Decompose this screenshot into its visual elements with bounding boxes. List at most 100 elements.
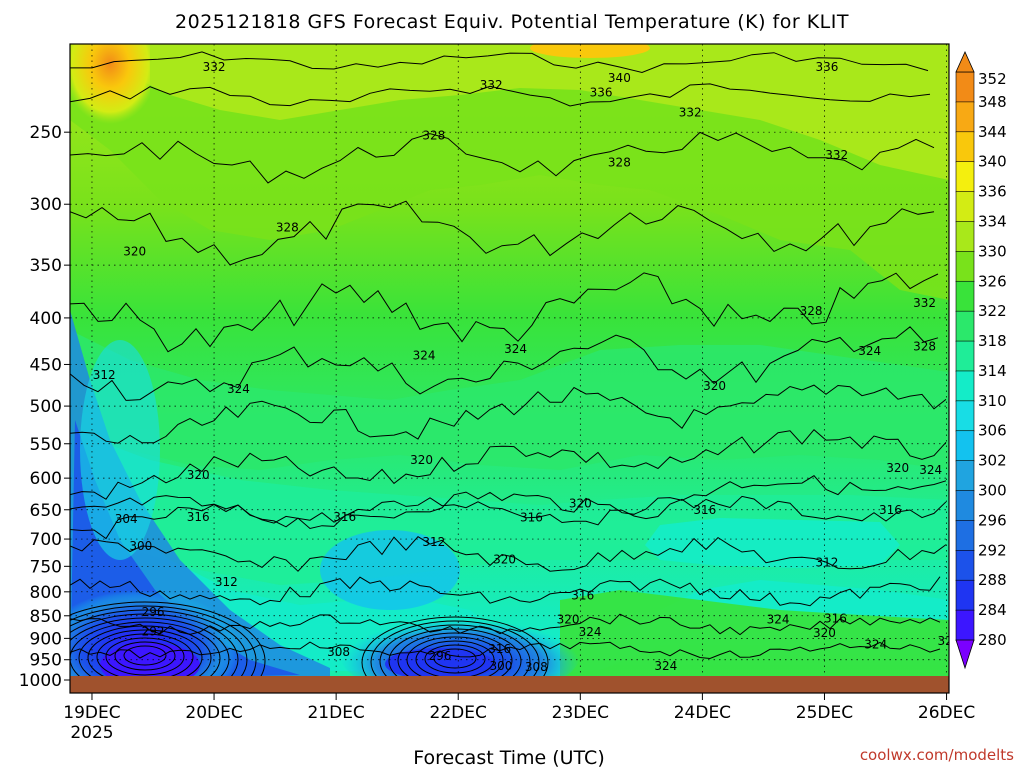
cyan-pocket-24dec	[645, 518, 900, 568]
grid-lines	[70, 44, 949, 680]
y-tick-label: 600	[30, 469, 62, 489]
contour-label: 324	[919, 463, 942, 477]
contour-line	[70, 326, 939, 401]
contour-label: 332	[679, 106, 702, 120]
contour-label: 336	[590, 85, 613, 99]
y-tick-label: 400	[30, 309, 62, 329]
y-tick-label: 450	[30, 355, 62, 375]
x-tick-label: 26DEC	[918, 703, 975, 723]
contour-line	[70, 605, 257, 693]
colorbar-swatch	[955, 71, 975, 103]
contour-line	[70, 617, 230, 693]
contour-label: 336	[815, 60, 838, 74]
contour-label: 312	[815, 556, 838, 570]
contour-label: 304	[115, 512, 138, 526]
contour-label: 312	[215, 575, 238, 589]
contour-label: 296	[142, 605, 165, 619]
colorbar-label: 330	[978, 242, 1007, 260]
colorbar: 352 348 344 340 336 334 330 326 322 318 314 310 306 3…	[955, 51, 1007, 670]
x-tick-label: 19DEC	[63, 703, 120, 723]
y-tick-label: 700	[30, 530, 62, 550]
y-tick-label: 250	[30, 123, 62, 143]
contour-label: 300	[129, 539, 152, 553]
y-tick-label: 300	[30, 195, 62, 215]
contour-line	[123, 645, 167, 666]
colorbar-label: 326	[978, 272, 1007, 290]
contour-line	[105, 637, 185, 676]
contour-label: 316	[879, 503, 902, 517]
contour-label: 316	[488, 642, 511, 656]
colorbar-swatch	[955, 280, 975, 312]
cyan-bubble-20dec	[80, 340, 160, 560]
colorbar-label: 348	[978, 93, 1007, 111]
contour-label: 324	[504, 342, 527, 356]
contour-line	[70, 475, 947, 540]
colorbar-label: 280	[978, 631, 1007, 649]
contour-line	[70, 641, 941, 660]
contour-line	[70, 272, 939, 353]
contour-label: 328	[913, 339, 936, 353]
contour-line	[70, 613, 239, 693]
mid-green-band	[70, 330, 949, 470]
colorbar-label: 306	[978, 422, 1007, 440]
contour-label: 324	[579, 625, 602, 639]
colorbar-swatch	[955, 460, 975, 492]
x-tick-label: 23DEC	[552, 703, 609, 723]
colorbar-swatch	[955, 101, 975, 133]
contour-label: 316	[693, 503, 716, 517]
x-axis-label: Forecast Time (UTC)	[413, 747, 604, 768]
y-tick-label: 350	[30, 256, 62, 276]
contour-line	[70, 613, 941, 636]
contour-line	[70, 428, 947, 500]
contour-line	[70, 83, 931, 107]
chart-title: 2025121818 GFS Forecast Equiv. Potential…	[175, 11, 849, 33]
contour-label: 332	[825, 148, 848, 162]
colorbar-swatch	[955, 520, 975, 552]
contour-label: 308	[327, 645, 350, 659]
colorbar-label: 310	[978, 392, 1007, 410]
contour-label: 316	[333, 510, 356, 524]
x-tick-label: 22DEC	[430, 703, 487, 723]
colorbar-label: 296	[978, 511, 1007, 529]
colorbar-swatch	[955, 221, 975, 253]
contour-label: 296	[428, 649, 451, 663]
colorbar-label: 318	[978, 332, 1007, 350]
colorbar-label: 288	[978, 571, 1007, 589]
contour-label: 328	[276, 220, 299, 234]
colorbar-label: 284	[978, 601, 1007, 619]
contour-line	[70, 131, 935, 184]
contour-label: 316	[187, 510, 210, 524]
contour-label: 320	[813, 626, 836, 640]
colorbar-swatch	[955, 191, 975, 223]
y-axis: 2503003504004505005506006507007508008509…	[19, 123, 70, 691]
colorbar-swatch	[955, 579, 975, 611]
contour-label: 312	[422, 535, 445, 549]
contour-line	[70, 621, 221, 693]
y-tick-label: 850	[30, 607, 62, 627]
y-tick-label: 650	[30, 501, 62, 521]
credit-text: coolwx.com/modelts	[860, 746, 1014, 764]
contour-label: 324	[413, 349, 436, 363]
contour-label: 320	[557, 612, 580, 626]
contour-label: 320	[569, 497, 592, 511]
contour-line	[70, 536, 947, 572]
colorbar-label: 314	[978, 362, 1007, 380]
y-tick-label: 750	[30, 557, 62, 577]
cyan-bubble-21dec	[320, 530, 460, 610]
contour-line	[379, 624, 531, 693]
colorbar-swatch	[955, 609, 975, 641]
y-tick-label: 900	[30, 629, 62, 649]
contour-label: 324	[227, 382, 250, 396]
colorbar-swatch	[955, 550, 975, 582]
colorbar-swatch	[955, 131, 975, 163]
contour-label: 324	[864, 637, 887, 651]
contour-label: 340	[608, 71, 631, 85]
y-tick-label: 500	[30, 397, 62, 417]
contour-label: 308	[525, 660, 548, 674]
contour-line	[70, 384, 947, 444]
warm-top-patch	[530, 44, 650, 58]
colorbar-swatch	[955, 310, 975, 342]
contour-label: 332	[480, 78, 503, 92]
y-tick-label: 800	[30, 583, 62, 603]
